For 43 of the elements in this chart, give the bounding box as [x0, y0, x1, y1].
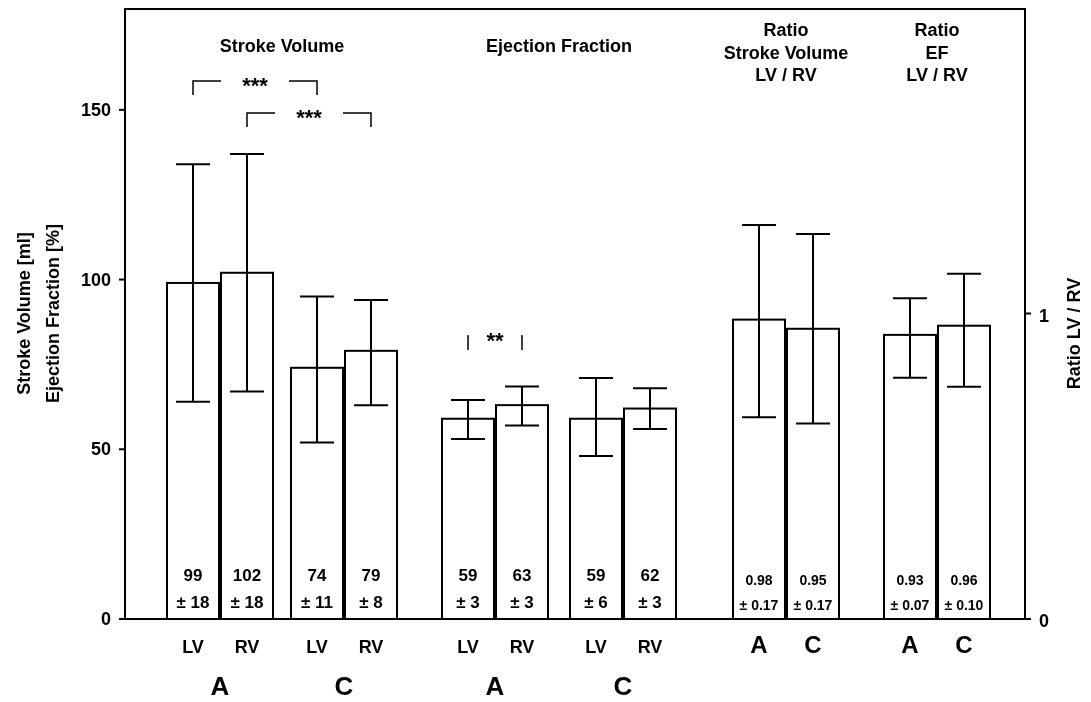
data-label: 59 ± 6 — [584, 566, 608, 613]
data-label: 63 ± 3 — [510, 566, 534, 613]
x-tick-label: RV — [234, 637, 260, 657]
annotation: Ratio EF LV / RV — [906, 20, 968, 85]
data-label: 79 ± 8 — [359, 566, 383, 613]
x-tick-label: LV — [457, 637, 479, 657]
data-label: 59 ± 3 — [456, 566, 480, 613]
annotation: Stroke Volume — [219, 36, 345, 56]
annotation: Ejection Fraction — [485, 36, 633, 56]
x-tick-label: RV — [509, 637, 535, 657]
x-tick-label: LV — [306, 637, 328, 657]
y-tick-label: 0 — [100, 609, 111, 629]
y-tick-label: 150 — [80, 99, 111, 120]
y2-axis-title: Ratio LV / RV — [1064, 277, 1084, 390]
data-label: 0.96 ± 0.10 — [944, 572, 984, 614]
data-label: 0.93 ± 0.07 — [890, 572, 930, 614]
text: A — [210, 671, 230, 701]
x-tick-label: LV — [585, 637, 607, 657]
data-label: 0.95 ± 0.17 — [793, 572, 833, 614]
annotation: Ratio Stroke Volume LV / RV — [723, 20, 849, 85]
text: C — [613, 671, 633, 701]
data-label: 102 ± 18 — [230, 566, 264, 613]
text: C — [334, 671, 354, 701]
annotation: *** — [296, 105, 323, 130]
x-tick-label: A — [750, 631, 768, 658]
y2-tick-label: 0 — [1039, 611, 1050, 631]
y2-tick-label: 1 — [1039, 305, 1050, 326]
data-label: 62 ± 3 — [638, 566, 662, 613]
x-tick-label: C — [955, 631, 973, 658]
data-label: 99 ± 18 — [176, 566, 210, 613]
y-axis-title: Stroke Volume [ml] Ejection Fraction [%] — [14, 223, 63, 404]
x-tick-label: LV — [182, 637, 204, 657]
y-tick-label: 100 — [80, 269, 111, 290]
text: A — [485, 671, 505, 701]
x-tick-label: C — [804, 631, 822, 658]
x-tick-label: RV — [637, 637, 663, 657]
y-tick-label: 50 — [90, 439, 111, 460]
data-label: 0.98 ± 0.17 — [739, 572, 779, 614]
x-tick-label: A — [901, 631, 919, 658]
x-tick-label: RV — [358, 637, 384, 657]
data-label: 74 ± 11 — [300, 566, 334, 613]
annotation: ** — [486, 328, 504, 353]
annotation: *** — [242, 73, 269, 98]
